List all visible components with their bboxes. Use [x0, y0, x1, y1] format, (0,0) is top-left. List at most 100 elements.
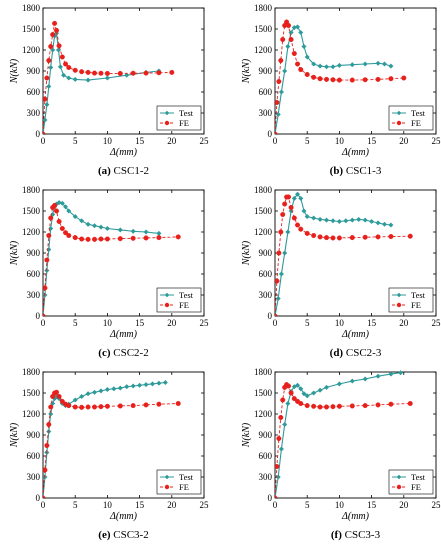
y-tick-label: 900	[27, 430, 41, 440]
data-point-fe	[276, 436, 282, 442]
data-point-test	[311, 61, 317, 67]
caption-label: (e)	[98, 529, 111, 541]
y-tick-label: 300	[27, 472, 41, 482]
y-tick-label: 300	[27, 290, 41, 300]
y-tick-label: 0	[36, 129, 41, 139]
data-point-fe	[43, 96, 48, 102]
data-point-test	[294, 191, 301, 197]
data-point-fe	[92, 70, 98, 76]
y-tick-label: 900	[259, 430, 273, 440]
caption-label: (f)	[331, 529, 342, 541]
x-axis-label: Δ(mm)	[341, 329, 370, 340]
y-tick-label: 1800	[254, 367, 273, 377]
x-tick-label: 20	[167, 136, 177, 146]
data-point-test	[57, 64, 63, 70]
data-point-test	[375, 60, 381, 66]
legend-label-fe: FE	[411, 118, 421, 128]
data-point-test	[343, 218, 349, 224]
x-tick-label: 20	[399, 500, 409, 510]
data-point-test	[317, 63, 323, 69]
x-tick-label: 0	[41, 500, 46, 510]
legend-label-fe: FE	[411, 482, 421, 492]
data-point-test	[72, 214, 78, 220]
y-tick-label: 900	[259, 66, 273, 76]
data-point-test	[117, 385, 123, 391]
data-point-test	[323, 64, 330, 70]
data-point-test	[275, 295, 281, 302]
chart-panel-b: 0 5 10 15 20 25 0 300 600 900 1200 1500 1800 Δ(mm) N(k…	[241, 3, 441, 177]
data-point-fe	[156, 401, 162, 407]
data-point-fe	[59, 54, 65, 60]
y-tick-label: 1500	[254, 388, 273, 398]
data-point-fe	[46, 422, 52, 428]
panel-caption: (f) CSC3-3	[331, 529, 381, 541]
series-group	[275, 19, 407, 134]
x-tick-label: 25	[432, 500, 441, 510]
legend-marker-test	[164, 292, 170, 298]
y-tick-label: 0	[36, 493, 41, 503]
data-point-test	[323, 384, 330, 390]
y-axis-label: N(kN)	[9, 422, 20, 448]
data-point-test	[291, 195, 297, 201]
x-tick-label: 5	[73, 318, 78, 328]
legend-marker-fe	[396, 302, 402, 308]
data-point-fe	[288, 204, 294, 210]
data-point-fe	[298, 67, 304, 73]
y-tick-label: 1500	[22, 206, 41, 216]
caption-text: CSC1-3	[343, 165, 382, 177]
data-point-fe	[54, 208, 60, 214]
y-tick-label: 0	[36, 311, 41, 321]
data-point-test	[162, 379, 168, 386]
data-point-test	[330, 218, 336, 224]
data-point-fe	[286, 383, 292, 389]
series-line-fe	[275, 383, 411, 498]
y-tick-label: 1800	[254, 3, 273, 13]
data-point-fe	[362, 403, 368, 409]
caption-text: CSC1-2	[111, 165, 149, 177]
x-tick-label: 15	[135, 318, 145, 328]
y-tick-label: 1200	[254, 45, 273, 55]
legend-marker-test	[396, 110, 402, 116]
data-point-test	[304, 54, 310, 60]
y-tick-label: 300	[259, 472, 273, 482]
data-point-test	[294, 24, 301, 30]
y-axis-label: N(kN)	[9, 58, 20, 84]
x-tick-label: 10	[103, 136, 113, 146]
data-point-test	[104, 75, 110, 81]
data-point-test	[282, 250, 288, 256]
data-point-fe	[143, 402, 149, 408]
data-point-test	[124, 384, 130, 390]
data-point-test	[388, 63, 394, 69]
data-point-fe	[311, 232, 317, 238]
data-point-fe	[43, 131, 46, 134]
data-point-fe	[275, 131, 278, 134]
x-tick-label: 10	[335, 318, 345, 328]
y-tick-label: 300	[27, 108, 41, 118]
caption-text: CSC3-2	[111, 529, 149, 541]
data-point-fe	[79, 236, 85, 242]
caption-label: (a)	[98, 165, 111, 177]
y-tick-label: 900	[27, 248, 41, 258]
y-tick-label: 600	[259, 87, 273, 97]
panel-caption: (e) CSC3-2	[98, 529, 148, 541]
x-tick-label: 25	[200, 500, 210, 510]
data-point-fe	[66, 232, 72, 238]
data-point-test	[46, 83, 52, 89]
legend-label-test: Test	[179, 108, 194, 118]
x-tick-label: 15	[135, 136, 145, 146]
data-point-fe	[324, 235, 330, 241]
series-line-test	[43, 31, 159, 134]
data-point-fe	[117, 70, 123, 76]
data-point-test	[278, 271, 285, 277]
y-tick-label: 1500	[22, 24, 41, 34]
data-point-test	[298, 29, 304, 36]
x-tick-label: 25	[432, 318, 441, 328]
legend-box	[388, 287, 434, 313]
data-point-test	[156, 380, 162, 386]
x-axis-label: Δ(mm)	[109, 511, 138, 522]
data-point-fe	[43, 285, 48, 291]
data-point-fe	[143, 70, 149, 76]
legend-marker-fe	[164, 484, 170, 490]
